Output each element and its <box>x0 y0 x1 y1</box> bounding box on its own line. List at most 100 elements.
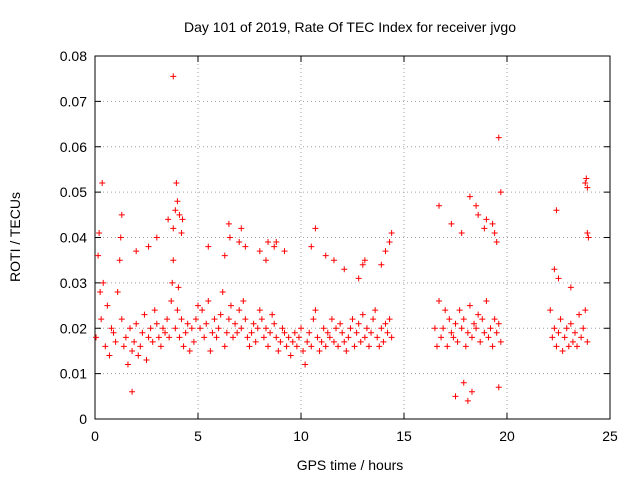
data-point <box>368 329 375 336</box>
data-point <box>460 379 467 386</box>
data-point <box>145 334 152 341</box>
data-point <box>139 329 146 336</box>
data-point <box>166 334 173 341</box>
y-tick-label: 0.03 <box>60 275 87 291</box>
data-point <box>582 307 589 314</box>
data-point <box>466 193 473 200</box>
data-point <box>192 316 199 323</box>
data-point <box>135 352 142 359</box>
data-point <box>452 393 459 400</box>
data-point <box>236 307 243 314</box>
data-point <box>316 347 323 354</box>
data-point <box>133 248 140 255</box>
data-point <box>215 325 222 332</box>
data-point <box>466 302 473 309</box>
data-point <box>242 243 249 250</box>
data-point <box>553 343 560 350</box>
data-point <box>173 180 180 187</box>
data-point <box>372 307 379 314</box>
data-point <box>464 329 471 336</box>
data-point <box>456 307 463 314</box>
data-point <box>318 338 325 345</box>
data-point <box>170 73 177 80</box>
data-point <box>184 320 191 327</box>
data-point <box>258 316 265 323</box>
data-point <box>234 329 241 336</box>
data-point <box>571 329 578 336</box>
data-point <box>102 343 109 350</box>
data-point <box>388 334 395 341</box>
data-point <box>481 225 488 232</box>
data-point <box>211 316 218 323</box>
data-point <box>489 220 496 227</box>
data-point <box>376 343 383 350</box>
data-point <box>497 338 504 345</box>
data-point <box>386 316 393 323</box>
data-point <box>569 338 576 345</box>
data-point <box>97 288 104 295</box>
data-point <box>252 338 259 345</box>
data-point <box>584 184 591 191</box>
data-point <box>475 211 482 218</box>
data-point <box>582 180 589 187</box>
data-point <box>322 343 329 350</box>
y-axis-label: ROTI / TECUs <box>7 192 23 282</box>
data-point <box>374 334 381 341</box>
data-point <box>141 311 148 318</box>
data-point <box>471 320 478 327</box>
data-point <box>153 234 160 241</box>
data-point <box>328 316 335 323</box>
data-point <box>431 325 438 332</box>
data-point <box>179 216 186 223</box>
data-point <box>265 343 272 350</box>
data-point <box>254 325 261 332</box>
data-point <box>473 202 480 209</box>
data-point <box>230 334 237 341</box>
data-point <box>207 347 214 354</box>
data-point <box>436 298 443 305</box>
data-point <box>174 307 181 314</box>
data-point <box>151 307 158 314</box>
data-point <box>567 320 574 327</box>
data-point <box>310 316 317 323</box>
data-point <box>155 334 162 341</box>
data-point <box>176 334 183 341</box>
data-point <box>116 257 123 264</box>
data-point <box>341 266 348 273</box>
data-point <box>238 325 245 332</box>
data-point <box>295 334 302 341</box>
data-point <box>129 347 136 354</box>
data-point <box>260 334 267 341</box>
data-point <box>112 338 119 345</box>
data-point <box>576 311 583 318</box>
y-tick-label: 0.01 <box>60 366 87 382</box>
data-point <box>221 343 228 350</box>
data-point <box>458 229 465 236</box>
data-point <box>487 325 494 332</box>
data-point <box>442 307 449 314</box>
axis-ticks: 0 5 10 15 20 25 0 0.01 0.02 0.03 0.04 0.05 0.06 0.07 0… <box>60 48 618 444</box>
data-point <box>585 234 592 241</box>
data-point <box>131 338 138 345</box>
data-point <box>147 325 154 332</box>
data-point <box>279 325 286 332</box>
data-point <box>561 334 568 341</box>
y-tick-label: 0 <box>79 411 87 427</box>
data-point <box>359 261 366 268</box>
x-tick-label: 20 <box>499 428 515 444</box>
data-point <box>201 334 208 341</box>
data-point <box>378 325 385 332</box>
data-point <box>345 334 352 341</box>
data-point <box>240 298 247 305</box>
data-point <box>438 334 445 341</box>
data-point <box>93 334 100 341</box>
data-point <box>493 329 500 336</box>
data-point <box>242 316 249 323</box>
data-point <box>312 307 319 314</box>
data-point <box>195 302 201 309</box>
data-point <box>221 252 228 259</box>
data-point <box>262 257 269 264</box>
data-point <box>106 352 113 359</box>
data-point <box>468 334 475 341</box>
data-point <box>473 325 480 332</box>
